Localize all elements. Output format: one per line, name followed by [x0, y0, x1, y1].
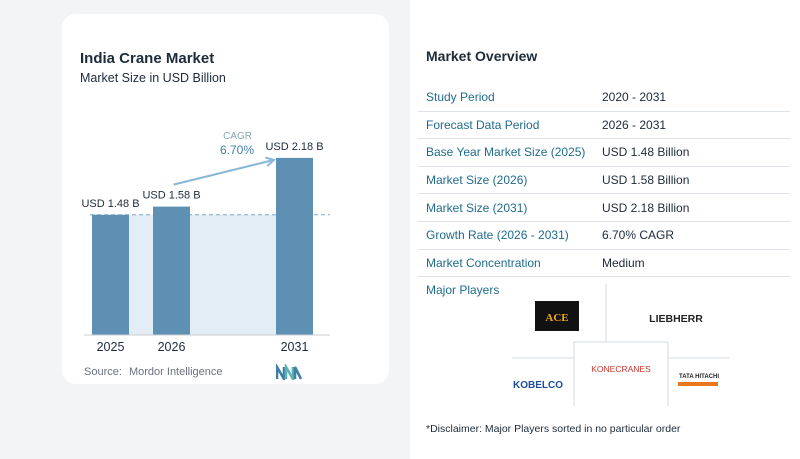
bar — [153, 206, 190, 335]
cagr-label: CAGR — [223, 131, 252, 142]
player-logo-tata-hitachi: TATA HITACHI — [678, 374, 719, 386]
market-overview-panel: Market Overview Study Period 2020 - 2031 … — [410, 0, 800, 459]
cagr-value: 6.70% — [220, 143, 254, 157]
major-players-grid: ACE LIEBHERR KONECRANES KOBELCO TATA HIT… — [512, 284, 730, 406]
row-label: Forecast Data Period — [418, 111, 594, 140]
overview-title: Market Overview — [426, 48, 538, 64]
chart-subtitle: Market Size in USD Billion — [80, 71, 226, 85]
table-row: Forecast Data Period 2026 - 2031 — [418, 111, 790, 140]
row-label: Study Period — [418, 84, 594, 112]
player-logo-ace: ACE — [535, 301, 579, 331]
cagr-arrow-line — [173, 158, 275, 186]
data-label: USD 1.58 B — [142, 190, 200, 202]
bar-chart: USD 1.48 B 2025 USD 1.58 B 2026 USD 2.18 B 20… — [81, 131, 330, 354]
player-konecranes-text: KONECRANES — [591, 364, 651, 374]
x-tick-label: 2025 — [97, 340, 125, 354]
row-label: Market Size (2031) — [418, 193, 594, 222]
disclaimer: *Disclaimer: Major Players sorted in no … — [426, 423, 681, 435]
overview-table: Study Period 2020 - 2031 Forecast Data Pe… — [418, 84, 790, 278]
row-label: Base Year Market Size (2025) — [418, 138, 594, 167]
major-players-label: Major Players — [426, 283, 500, 297]
row-value: USD 1.58 Billion — [594, 166, 790, 195]
row-value: 6.70% CAGR — [594, 221, 790, 250]
mordor-logo-icon — [276, 364, 302, 380]
row-value: 2020 - 2031 — [594, 84, 790, 112]
row-label: Growth Rate (2026 - 2031) — [418, 221, 594, 250]
row-value: USD 1.48 Billion — [594, 138, 790, 167]
bar — [92, 214, 129, 335]
chart-title: India Crane Market — [80, 50, 215, 67]
data-label: USD 2.18 B — [265, 141, 323, 153]
player-tata-hitachi-text: TATA HITACHI — [679, 374, 719, 380]
table-row: Market Size (2026) USD 1.58 Billion — [418, 166, 790, 195]
row-label: Market Size (2026) — [418, 166, 594, 195]
table-row: Base Year Market Size (2025) USD 1.48 Bil… — [418, 138, 790, 167]
x-tick-label: 2031 — [281, 340, 309, 354]
source-name: Mordor Intelligence — [128, 366, 223, 378]
player-liebherr-text: LIEBHERR — [649, 313, 703, 325]
x-tick-label: 2026 — [158, 340, 186, 354]
source-label: Source: — [84, 366, 122, 378]
chart-card: USD 1.48 B 2025 USD 1.58 B 2026 USD 2.18 B 20… — [62, 14, 389, 384]
player-ace-text: ACE — [545, 312, 568, 324]
table-row: Growth Rate (2026 - 2031) 6.70% CAGR — [418, 221, 790, 250]
row-value: 2026 - 2031 — [594, 111, 790, 140]
table-row: Market Concentration Medium — [418, 249, 790, 278]
table-row: Market Size (2031) USD 2.18 Billion — [418, 193, 790, 222]
grid-lines — [512, 284, 730, 406]
row-value: USD 2.18 Billion — [594, 193, 790, 222]
cagr-arrow-head — [265, 156, 277, 167]
player-kobelco-text: KOBELCO — [513, 380, 563, 391]
data-label: USD 1.48 B — [81, 198, 139, 210]
source-line: Source: Mordor Intelligence — [84, 366, 223, 378]
row-value: Medium — [594, 249, 790, 278]
bar — [276, 157, 313, 335]
row-label: Market Concentration — [418, 249, 594, 278]
table-row: Study Period 2020 - 2031 — [418, 84, 790, 112]
